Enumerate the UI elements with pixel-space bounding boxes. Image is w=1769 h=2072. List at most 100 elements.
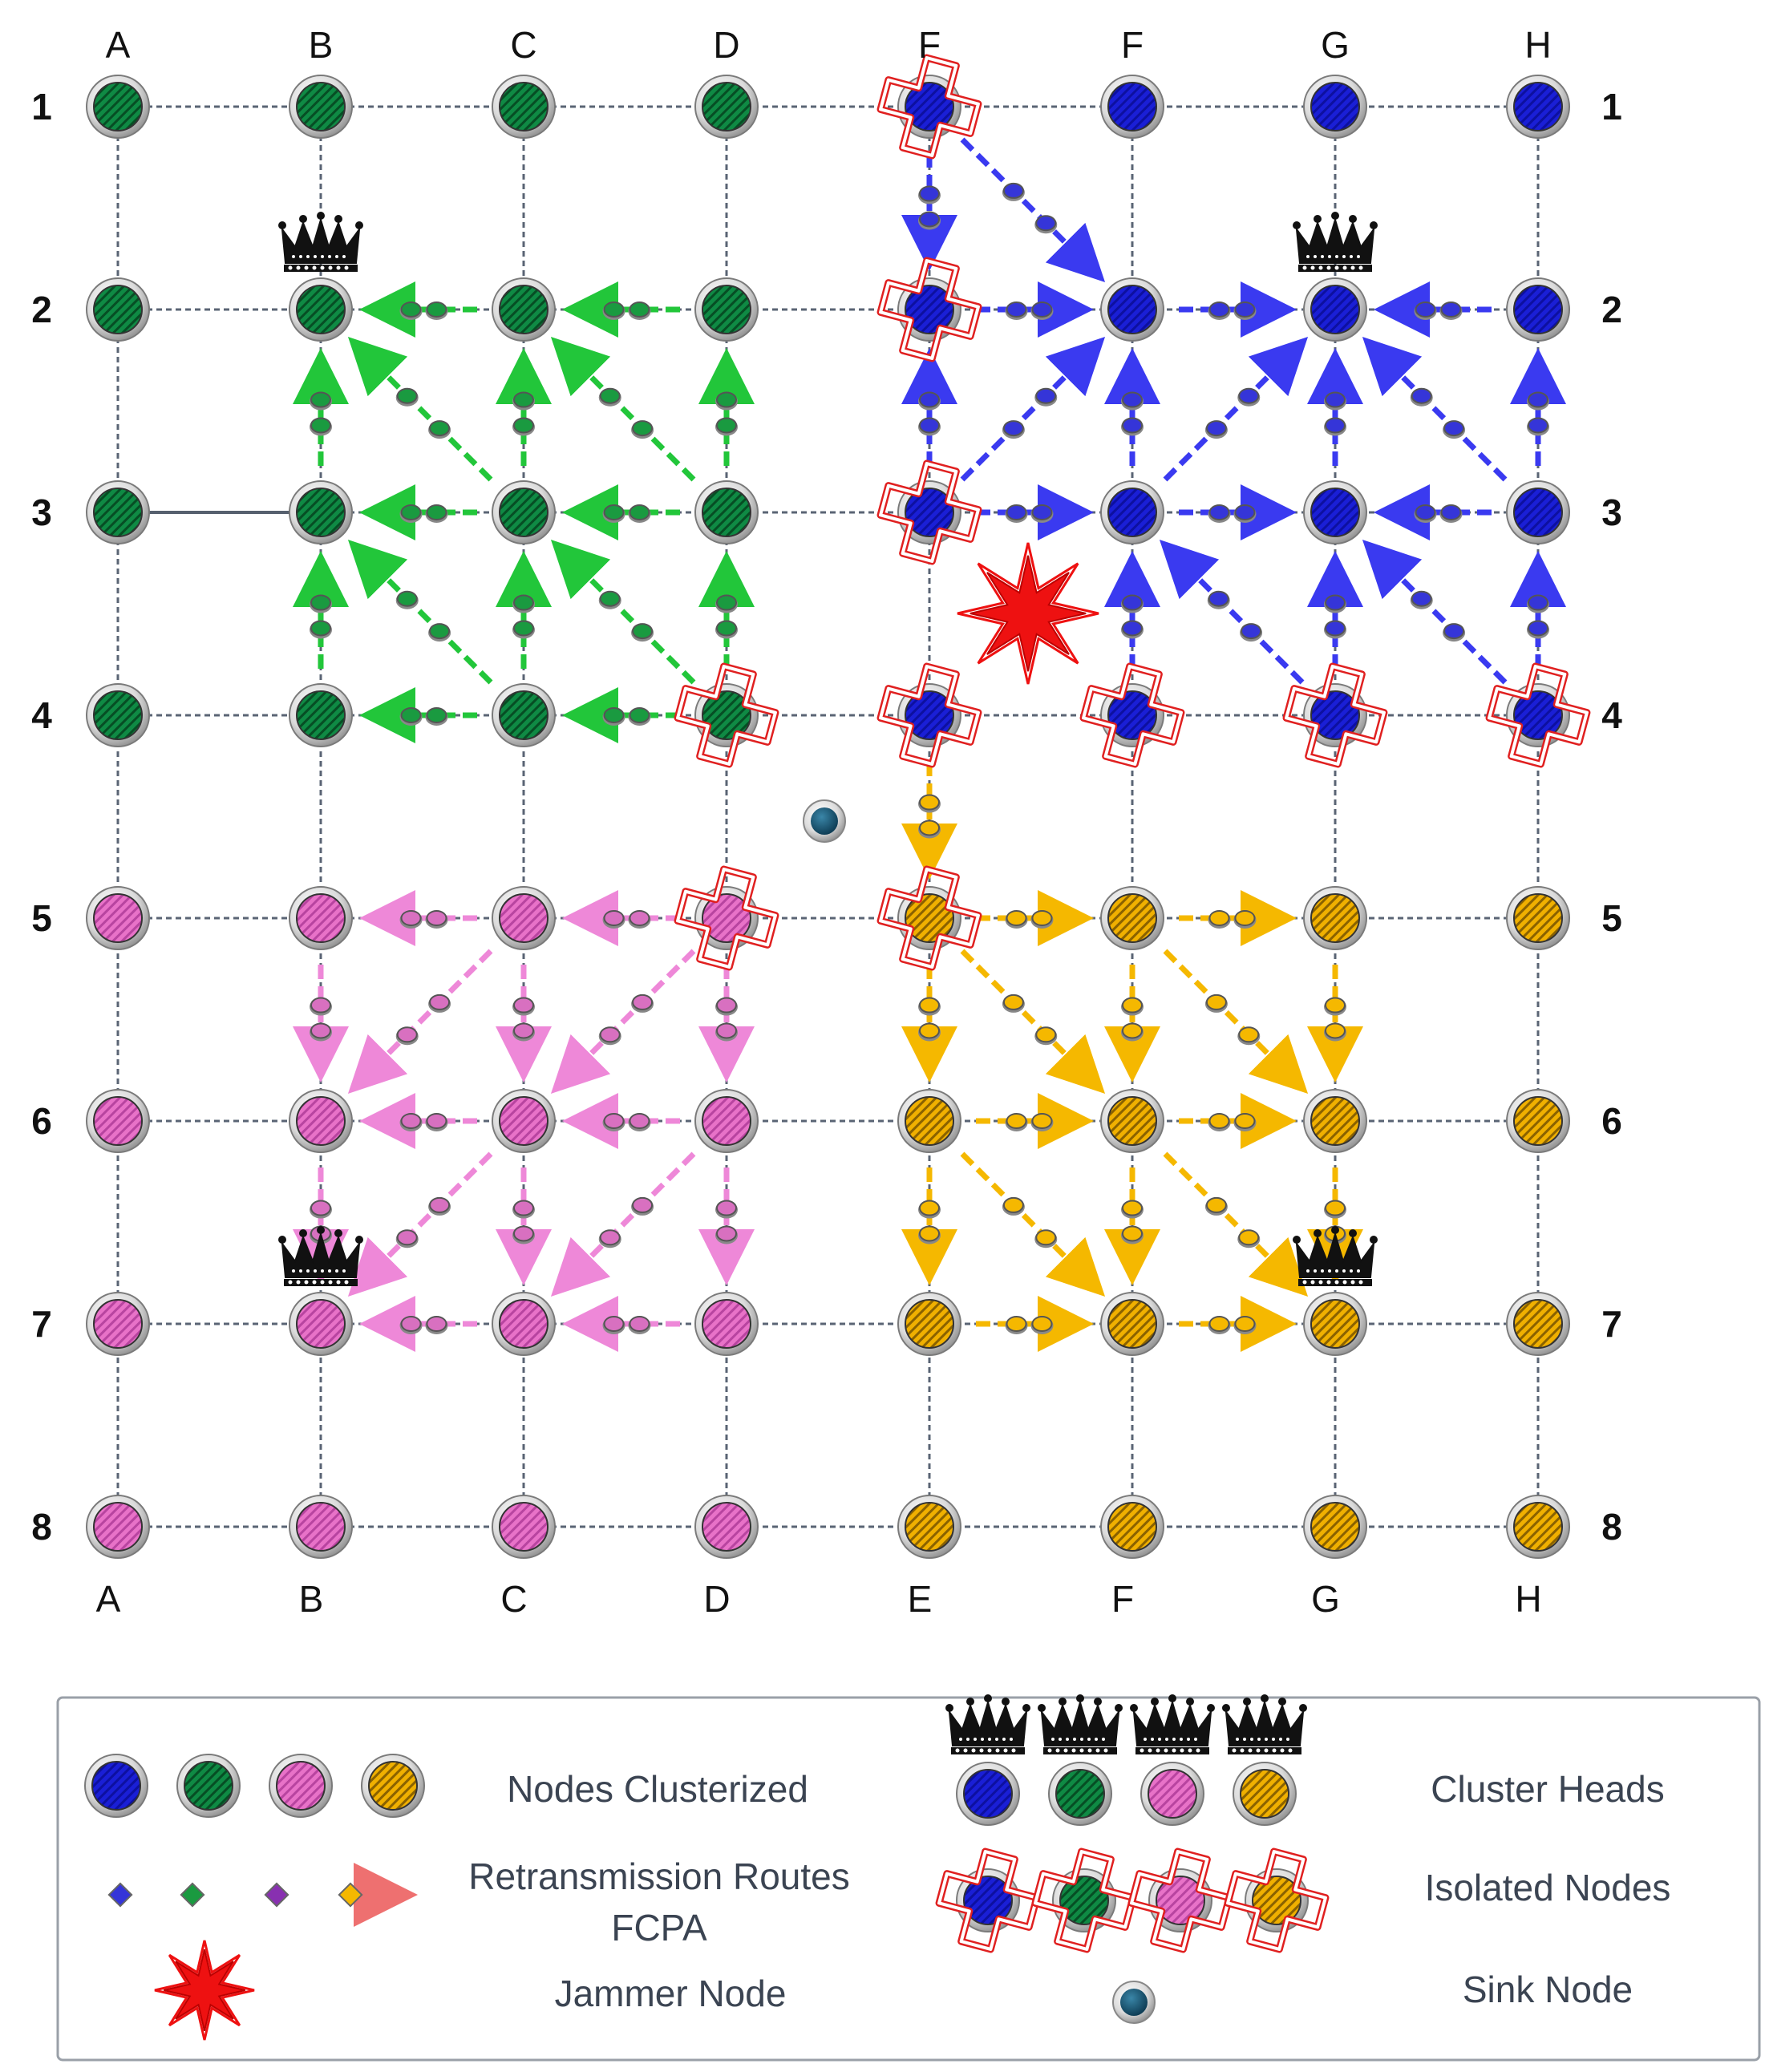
node-b6 [289,1089,353,1153]
node-d5 [694,886,759,950]
route-arrow [1374,281,1492,338]
legend-isolated-nodes: Isolated Nodes [1425,1867,1671,1908]
route-arrow [1163,949,1309,1095]
node-c1 [492,75,556,139]
sink-node-icon [803,799,846,843]
node-d3 [694,480,759,544]
isolated-node-marker [674,865,779,971]
node-h6 [1506,1089,1570,1153]
node-g5 [1303,886,1367,950]
node-f5 [1100,886,1164,950]
node-c2 [492,277,556,342]
node-a2 [86,277,150,342]
nodes [86,75,1570,1559]
isolated-node-marker [1282,662,1388,768]
row-label-right: 3 [1601,492,1622,533]
node-c7 [492,1292,556,1356]
node-e3 [897,480,961,544]
route-arrow [562,1296,680,1352]
node-b8 [289,1495,353,1559]
legend-crown-icon [945,1694,1030,1754]
isolated-node-marker [935,1847,1041,1953]
route-arrow [359,687,477,743]
legend-isolated-node-pink [1148,1868,1212,1932]
legend-head-node-green [1048,1762,1112,1826]
node-e8 [897,1495,961,1559]
row-label-left: 1 [31,86,52,127]
node-h8 [1506,1495,1570,1559]
route-arrow [347,336,493,482]
node-a7 [86,1292,150,1356]
isolated-node-marker [876,662,982,768]
route-arrow [976,484,1094,540]
isolated-node-marker [1485,662,1591,768]
col-label-top: G [1321,24,1350,66]
node-d2 [694,277,759,342]
node-d7 [694,1292,759,1356]
legend-box [56,1696,1761,2062]
col-label-top: H [1524,24,1551,66]
node-g8 [1303,1495,1367,1559]
route-arrow [293,965,349,1083]
node-g1 [1303,75,1367,139]
crown-icon [1293,212,1378,272]
node-b1 [289,75,353,139]
overlays [278,54,1591,1286]
legend-route-arrow [90,1863,418,1927]
route-arrow [976,1093,1094,1149]
route-arrow [976,1296,1094,1352]
node-g2 [1303,277,1367,342]
node-e4 [897,683,961,747]
node-b3 [289,480,353,544]
isolated-node-marker [1079,662,1185,768]
route-arrow [1179,1093,1297,1149]
node-f2 [1100,277,1164,342]
col-label-top: C [510,24,536,66]
node-h5 [1506,886,1570,950]
route-arrow [1307,965,1363,1083]
jammer-star-icon [957,542,1099,685]
route-arrow [1307,551,1363,669]
node-g3 [1303,480,1367,544]
route-arrow [550,949,696,1095]
node-e6 [897,1089,961,1153]
node-f4 [1100,683,1164,747]
crown-icon [1293,1226,1378,1286]
route-arrow [1104,1168,1160,1285]
legend-head-node-pink [1140,1762,1204,1826]
legend-crown-icon [1222,1694,1307,1754]
route-arrow [359,890,477,946]
node-c4 [492,683,556,747]
isolated-node-marker [876,459,982,565]
col-label-bottom: F [1111,1578,1134,1620]
legend-jammer-node: Jammer Node [555,1973,787,2014]
route-arrow [359,1296,477,1352]
legend-isolated-node-green [1052,1868,1116,1932]
route-arrow [1307,348,1363,466]
legend-sink-node: Sink Node [1463,1969,1633,2010]
route-arrow [562,687,680,743]
route-arrow [347,1151,493,1297]
col-label-bottom: C [500,1578,527,1620]
row-label-right: 5 [1601,897,1622,939]
node-f6 [1100,1089,1164,1153]
route-arrow [1104,348,1160,466]
legend-head-node-yellow [1233,1762,1297,1826]
route-arrow [1362,336,1508,482]
route-arrow [698,1168,755,1285]
route-arrow [698,551,755,669]
legend-isolated-node-blue [956,1868,1020,1932]
isolated-node-marker [1127,1847,1233,1953]
route-arrow [1104,551,1160,669]
route-arrow [901,348,957,466]
node-d8 [694,1495,759,1559]
col-label-bottom: D [703,1578,730,1620]
route-arrow [359,1093,477,1149]
legend-isolated-node-yellow [1245,1868,1309,1932]
legend-node-green [176,1754,241,1818]
grid-lines [116,105,1540,1528]
route-arrow [562,281,680,338]
route-arrow [562,890,680,946]
route-arrow [550,336,696,482]
col-label-bottom: E [908,1578,933,1620]
